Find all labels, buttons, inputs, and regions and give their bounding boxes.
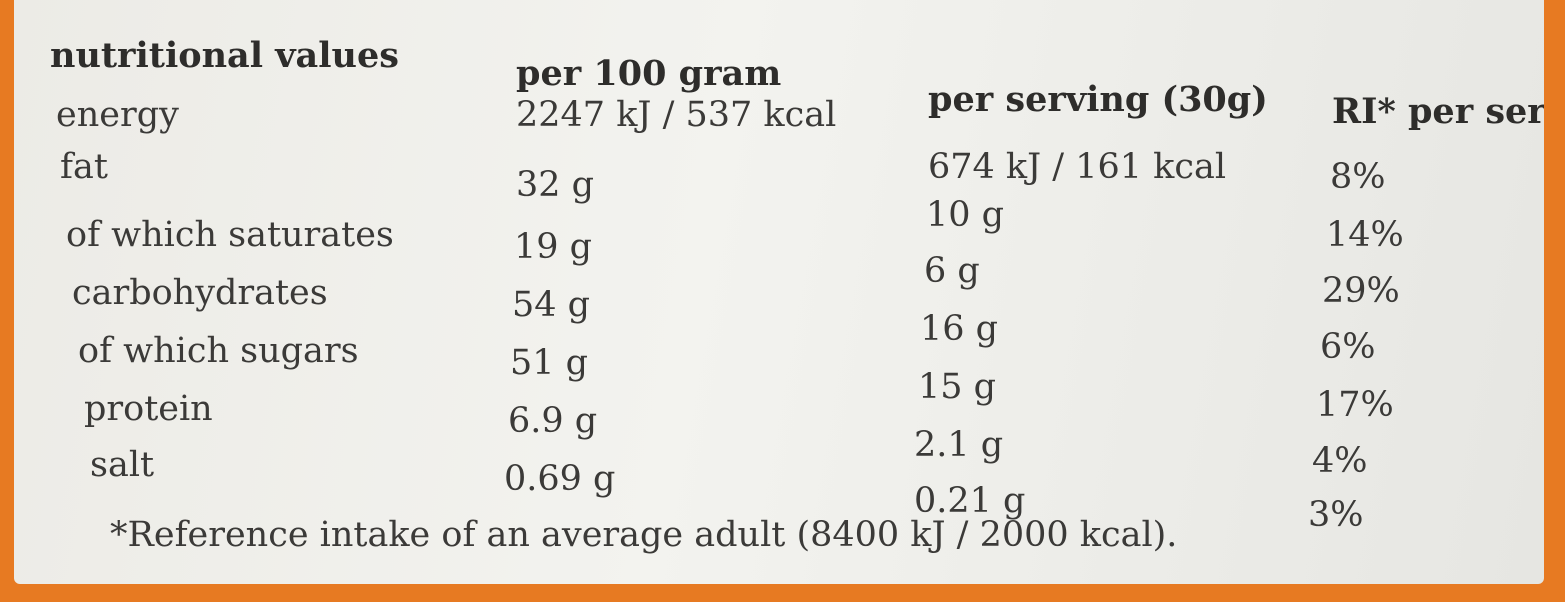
ri-value: 8%	[1330, 157, 1386, 197]
ri-value: 3%	[1308, 495, 1364, 535]
column-header: RI* per ser	[1332, 91, 1544, 132]
per-100g-value: 0.69 g	[504, 459, 616, 499]
column-header: per serving (30g)	[928, 79, 1268, 120]
per-serving-value: 6 g	[924, 251, 980, 291]
per-serving-value: 674 kJ / 161 kcal	[928, 147, 1227, 187]
row-label: carbohydrates	[72, 273, 328, 313]
row-label: fat	[60, 147, 108, 187]
ri-value: 17%	[1316, 385, 1394, 425]
row-label: of which saturates	[66, 215, 394, 255]
row-label: of which sugars	[78, 331, 359, 371]
ri-value: 29%	[1322, 271, 1400, 311]
column-header: per 100 gram	[516, 53, 782, 94]
per-serving-value: 10 g	[926, 195, 1005, 235]
nutrition-label: *Reference intake of an average adult (8…	[14, 0, 1544, 584]
ri-value: 14%	[1326, 215, 1404, 255]
footnote: *Reference intake of an average adult (8…	[110, 515, 1178, 555]
row-label: energy	[56, 95, 179, 135]
per-100g-value: 54 g	[512, 285, 591, 325]
per-100g-value: 51 g	[510, 343, 589, 383]
per-100g-value: 32 g	[516, 165, 595, 205]
per-serving-value: 2.1 g	[914, 425, 1004, 465]
per-100g-value: 19 g	[514, 227, 593, 267]
per-100g-value: 6.9 g	[508, 401, 598, 441]
ri-value: 4%	[1312, 441, 1368, 481]
column-header: nutritional values	[50, 35, 399, 76]
row-label: protein	[84, 389, 213, 429]
per-serving-value: 15 g	[918, 367, 997, 407]
per-100g-value: 2247 kJ / 537 kcal	[516, 95, 837, 135]
per-serving-value: 0.21 g	[914, 481, 1026, 521]
per-serving-value: 16 g	[920, 309, 999, 349]
ri-value: 6%	[1320, 327, 1376, 367]
row-label: salt	[90, 445, 155, 485]
